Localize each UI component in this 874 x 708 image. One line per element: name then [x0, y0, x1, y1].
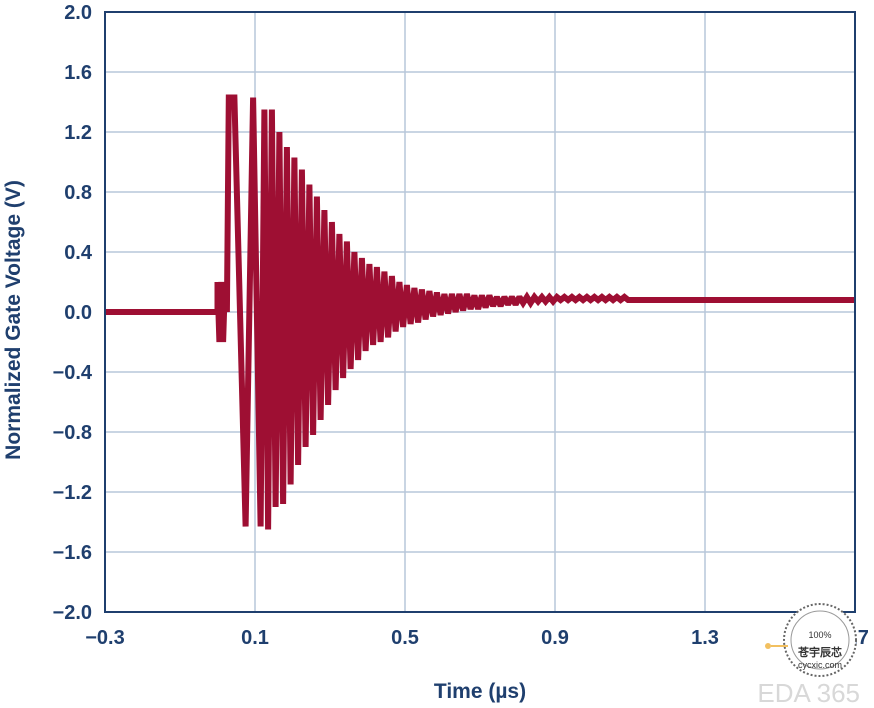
x-tick-label: 0.9 [541, 627, 569, 649]
watermark-percent: 100% [808, 630, 831, 640]
x-tick-label: 0.1 [241, 627, 269, 649]
watermark-corner: EDA 365 [757, 678, 860, 708]
y-tick-label: −2.0 [53, 602, 92, 624]
y-tick-label: −0.8 [53, 422, 92, 444]
plot-frame [104, 11, 856, 613]
y-axis-title: Normalized Gate Voltage (V) [2, 180, 25, 460]
series-line [105, 94, 855, 530]
x-tick-label: −0.3 [85, 627, 124, 649]
y-tick-label: 1.6 [64, 62, 92, 84]
x-tick-label: 1.3 [691, 627, 719, 649]
x-tick-labels: −0.30.10.50.91.31.7 [85, 627, 869, 649]
y-tick-label: 2.0 [64, 2, 92, 24]
y-tick-label: 1.2 [64, 122, 92, 144]
watermark-seal: 100% 苍宇辰芯 cycxic.com EDA 365 [757, 603, 860, 708]
x-axis-title: Time (µs) [434, 680, 526, 703]
watermark-site: cycxic.com [798, 660, 842, 670]
y-tick-label: 0.4 [64, 242, 93, 264]
y-tick-label: −0.4 [53, 362, 93, 384]
y-tick-label: 0.0 [64, 302, 92, 324]
x-tick-label: 0.5 [391, 627, 419, 649]
y-tick-labels: 2.0 1.6 1.2 0.8 0.4 0.0 −0.4 −0.8 −1.2 −1.6 −2.0 [53, 2, 93, 624]
y-tick-label: 0.8 [64, 182, 92, 204]
y-tick-label: −1.6 [53, 542, 92, 564]
y-tick-label: −1.2 [53, 482, 92, 504]
watermark-name: 苍宇辰芯 [797, 645, 842, 659]
